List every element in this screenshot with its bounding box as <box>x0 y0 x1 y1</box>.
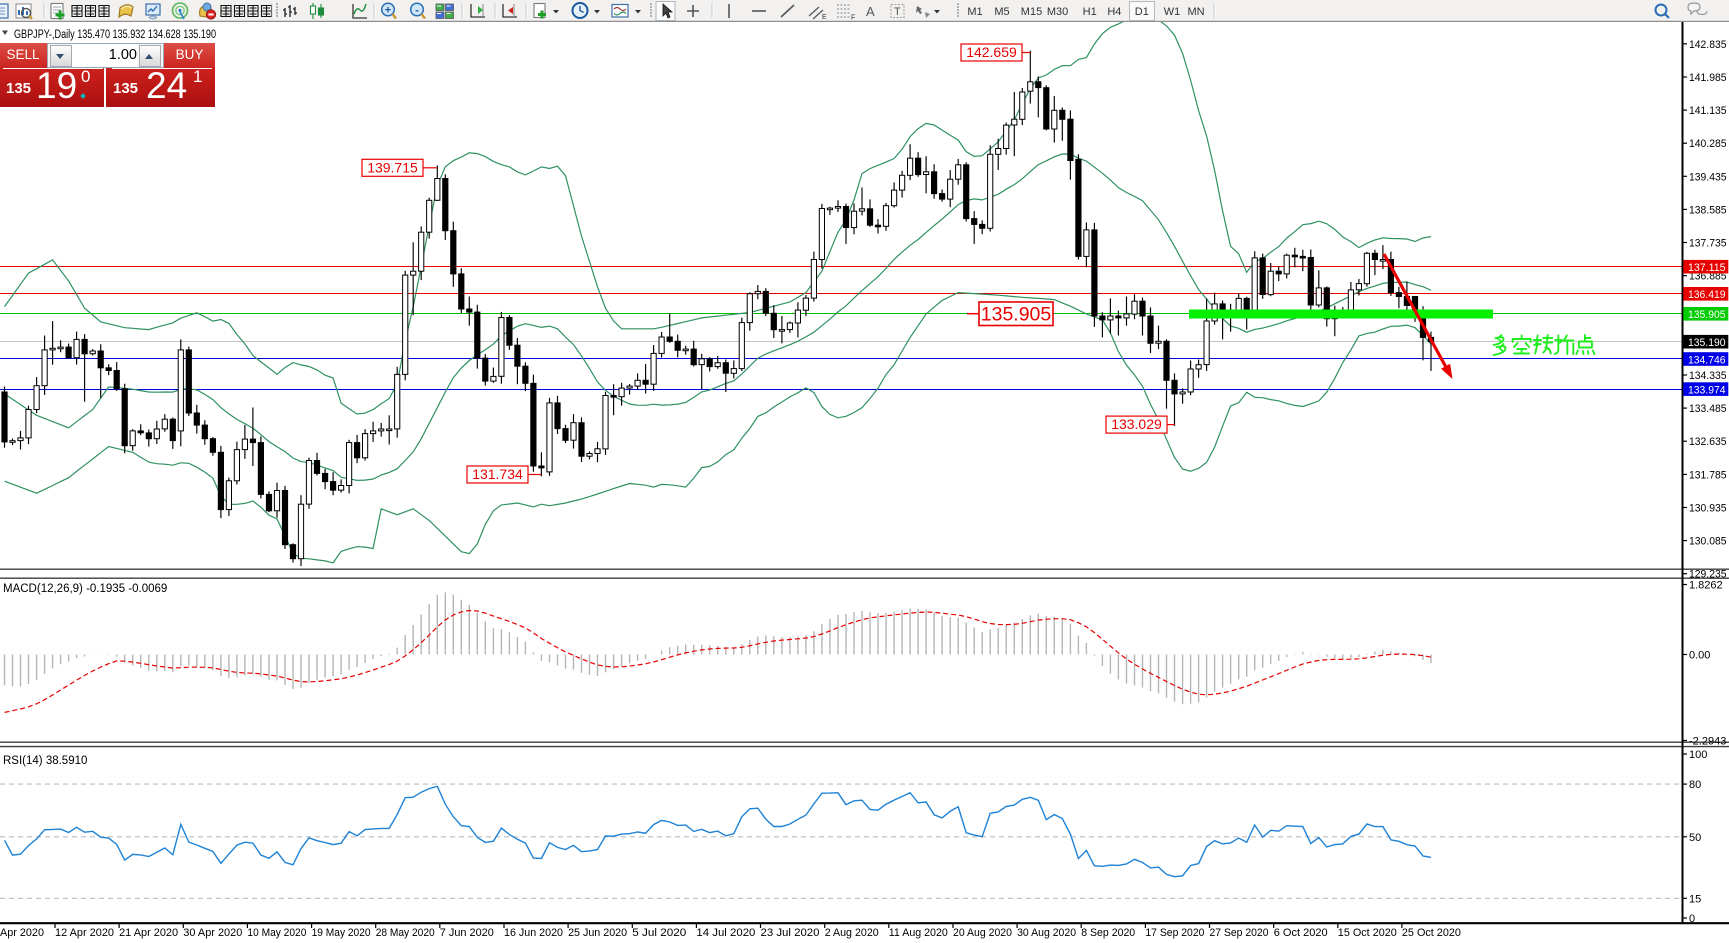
svg-text:19 May 2020: 19 May 2020 <box>312 927 371 939</box>
svg-text:H1: H1 <box>1083 6 1097 18</box>
svg-text:136.885: 136.885 <box>1689 271 1727 283</box>
svg-text:27 Sep 2020: 27 Sep 2020 <box>1210 927 1269 939</box>
svg-text:131.785: 131.785 <box>1689 469 1727 481</box>
svg-text:0.00: 0.00 <box>1689 650 1710 662</box>
svg-text:25 Jun 2020: 25 Jun 2020 <box>568 927 627 939</box>
svg-text:M5: M5 <box>994 6 1009 18</box>
svg-text:11 Aug 2020: 11 Aug 2020 <box>889 927 948 939</box>
svg-text:12 Apr 2020: 12 Apr 2020 <box>55 927 114 939</box>
svg-text:T: T <box>894 6 901 18</box>
svg-text:132.635: 132.635 <box>1689 436 1727 448</box>
svg-text:130.085: 130.085 <box>1689 536 1727 548</box>
svg-text:21 Apr 2020: 21 Apr 2020 <box>119 927 178 939</box>
svg-text:135.905: 135.905 <box>981 304 1052 326</box>
svg-text:135.905: 135.905 <box>1688 309 1726 321</box>
svg-text:142.835: 142.835 <box>1689 39 1727 51</box>
svg-text:10 May 2020: 10 May 2020 <box>247 927 306 939</box>
svg-text:138.585: 138.585 <box>1689 204 1727 216</box>
svg-text:15 Oct 2020: 15 Oct 2020 <box>1338 927 1397 939</box>
svg-text:30 Apr 2020: 30 Apr 2020 <box>183 927 242 939</box>
svg-text:50: 50 <box>1689 832 1701 844</box>
svg-text:142.659: 142.659 <box>966 44 1017 60</box>
svg-text:0: 0 <box>1689 913 1695 925</box>
svg-text:25 Oct 2020: 25 Oct 2020 <box>1402 927 1461 939</box>
svg-text:1.8262: 1.8262 <box>1689 580 1723 592</box>
svg-text:16 Jun 2020: 16 Jun 2020 <box>504 927 563 939</box>
svg-text:A: A <box>866 4 875 19</box>
svg-text:8 Sep 2020: 8 Sep 2020 <box>1081 927 1135 939</box>
svg-text:137.115: 137.115 <box>1688 262 1726 274</box>
svg-text:6 Oct 2020: 6 Oct 2020 <box>1274 927 1328 939</box>
svg-text:141.135: 141.135 <box>1689 105 1727 117</box>
svg-text:15: 15 <box>1689 893 1701 905</box>
svg-text:134.335: 134.335 <box>1689 370 1727 382</box>
svg-text:M15: M15 <box>1021 6 1042 18</box>
svg-text:80: 80 <box>1689 779 1701 791</box>
svg-text:28 May 2020: 28 May 2020 <box>376 927 435 939</box>
svg-text:139.715: 139.715 <box>367 159 418 175</box>
svg-text:MACD(12,26,9) -0.1935 -0.0069: MACD(12,26,9) -0.1935 -0.0069 <box>3 583 167 595</box>
svg-text:M30: M30 <box>1047 6 1068 18</box>
svg-text:2 Aug 2020: 2 Aug 2020 <box>825 927 879 939</box>
svg-text:133.974: 133.974 <box>1688 384 1726 396</box>
svg-text:E: E <box>822 14 827 21</box>
svg-text:23 Jul 2020: 23 Jul 2020 <box>761 927 820 939</box>
svg-text:-: - <box>415 5 419 17</box>
svg-text:5 Jul 2020: 5 Jul 2020 <box>632 927 686 939</box>
svg-text:+: + <box>385 5 391 17</box>
svg-text:MN: MN <box>1187 6 1204 18</box>
svg-text:14 Jul 2020: 14 Jul 2020 <box>696 927 755 939</box>
svg-text:20 Aug 2020: 20 Aug 2020 <box>953 927 1012 939</box>
svg-text:139.435: 139.435 <box>1689 171 1727 183</box>
svg-text:137.735: 137.735 <box>1689 238 1727 250</box>
svg-text:-2.2943: -2.2943 <box>1689 736 1726 748</box>
svg-text:W1: W1 <box>1164 6 1181 18</box>
svg-text:M1: M1 <box>967 6 982 18</box>
svg-text:133.485: 133.485 <box>1689 403 1727 415</box>
svg-text:D1: D1 <box>1135 6 1149 18</box>
svg-text:134.746: 134.746 <box>1688 354 1726 366</box>
svg-text:Apr 2020: Apr 2020 <box>0 927 44 939</box>
svg-text:133.029: 133.029 <box>1111 416 1162 432</box>
svg-text:140.285: 140.285 <box>1689 138 1727 150</box>
svg-text:131.734: 131.734 <box>472 466 523 482</box>
svg-text:30 Aug 2020: 30 Aug 2020 <box>1017 927 1076 939</box>
svg-text:130.935: 130.935 <box>1689 503 1727 515</box>
svg-text:136.419: 136.419 <box>1688 289 1726 301</box>
svg-text:7 Jun 2020: 7 Jun 2020 <box>440 927 494 939</box>
svg-text:100: 100 <box>1689 749 1707 761</box>
svg-text:135.190: 135.190 <box>1688 337 1726 349</box>
svg-text:F: F <box>851 15 855 22</box>
svg-text:17 Sep 2020: 17 Sep 2020 <box>1145 927 1204 939</box>
svg-text:129.235: 129.235 <box>1689 569 1727 581</box>
svg-text:GBPJPY-,Daily 135.470 135.932: GBPJPY-,Daily 135.470 135.932 134.628 13… <box>14 29 216 41</box>
svg-text:RSI(14) 38.5910: RSI(14) 38.5910 <box>3 755 87 767</box>
svg-text:H4: H4 <box>1107 6 1121 18</box>
svg-text:141.985: 141.985 <box>1689 72 1727 84</box>
